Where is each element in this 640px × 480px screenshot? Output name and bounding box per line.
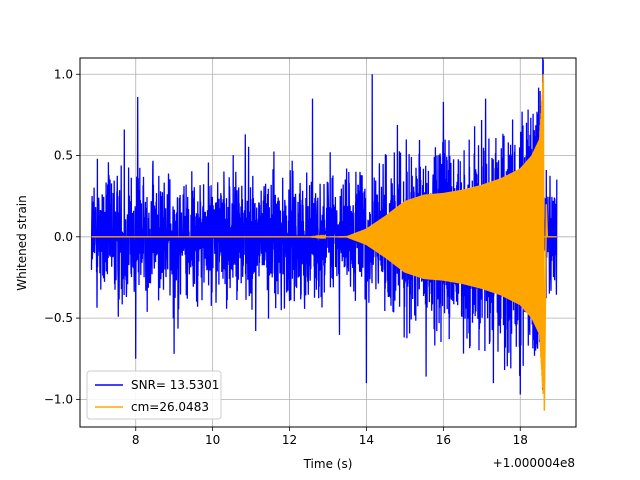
y-axis: 1.0 0.5 0.0 −0.5 −1.0 — [44, 67, 80, 406]
x-axis-label: Time (s) — [303, 457, 353, 471]
x-axis: 8 10 12 14 16 18 — [132, 427, 528, 447]
legend-label-cm: cm=26.0483 — [131, 400, 209, 414]
legend-label-snr: SNR= 13.5301 — [131, 378, 219, 392]
x-offset-label: +1.000004e8 — [493, 456, 575, 470]
x-tick-label: 14 — [359, 433, 374, 447]
x-tick-label: 18 — [513, 433, 528, 447]
series-cm-line — [91, 76, 557, 394]
x-tick-label: 16 — [436, 433, 451, 447]
x-tick-label: 10 — [205, 433, 220, 447]
x-tick-label: 8 — [132, 433, 140, 447]
legend: SNR= 13.5301 cm=26.0483 — [86, 370, 222, 420]
y-tick-label: −1.0 — [44, 392, 73, 406]
axes-frame — [79, 57, 577, 428]
y-tick-label: 0.5 — [54, 149, 73, 163]
y-tick-label: 1.0 — [54, 67, 73, 81]
y-axis-label: Whitened strain — [15, 195, 29, 291]
y-tick-label: −0.5 — [44, 311, 73, 325]
y-tick-label: 0.0 — [54, 230, 73, 244]
x-tick-label: 12 — [282, 433, 297, 447]
